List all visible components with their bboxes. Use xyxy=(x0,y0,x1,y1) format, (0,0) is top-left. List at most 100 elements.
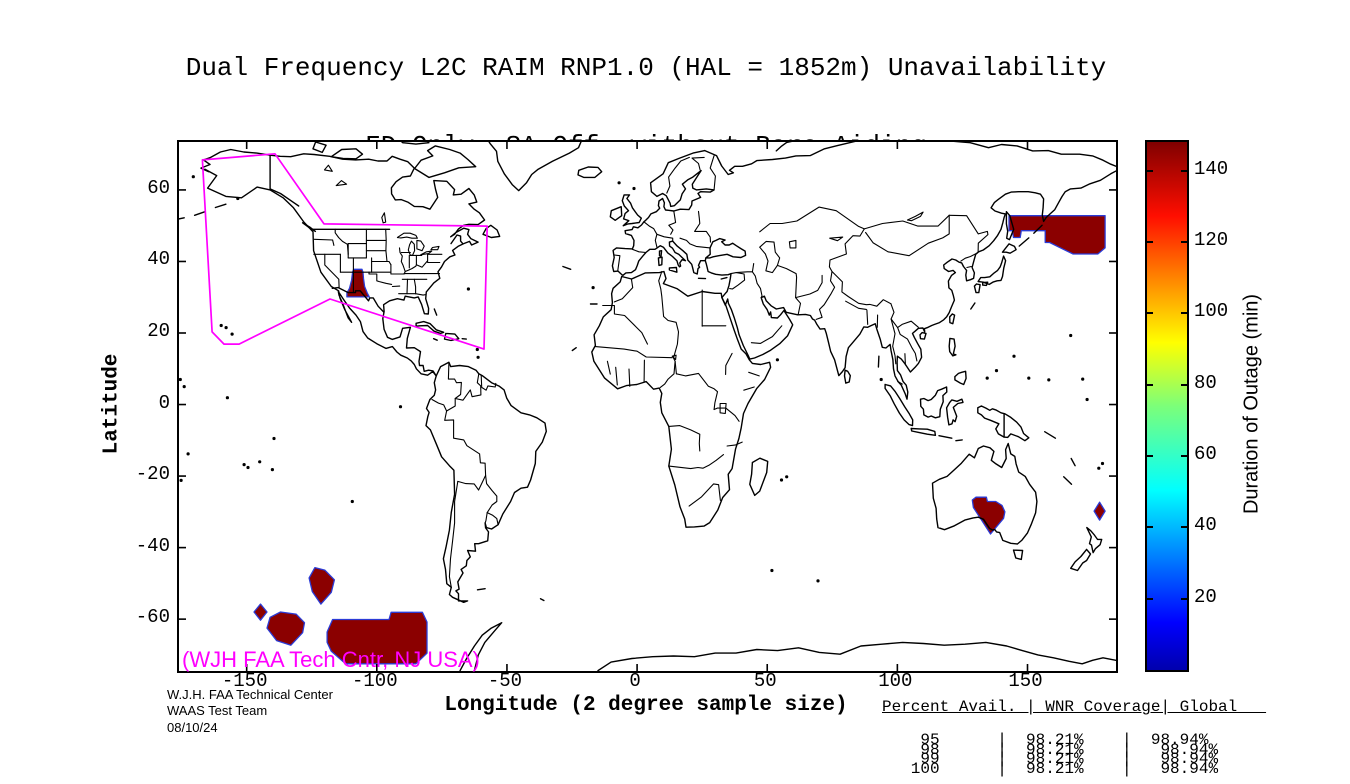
lake-outline xyxy=(382,213,386,223)
us-state-border xyxy=(314,239,332,240)
country-border xyxy=(644,222,657,248)
island-dot xyxy=(271,468,274,471)
availability-table-row: 99 | 98.21% | 98.94% xyxy=(882,755,1266,765)
country-border xyxy=(749,372,760,376)
country-border xyxy=(660,361,675,387)
footer-date: 08/10/24 xyxy=(167,720,333,736)
map-credit-label: (WJH FAA Tech Cntr, NJ USA) xyxy=(182,647,480,673)
coastline xyxy=(974,284,980,293)
colorbar-tick-mark xyxy=(1147,455,1153,457)
country-border xyxy=(731,264,754,274)
country-border xyxy=(680,238,710,248)
availability-table-rows: 95 | 98.21% | 98.94% 98 | 98.21% | 98.94… xyxy=(882,736,1266,774)
coastline xyxy=(658,257,662,265)
island-dot xyxy=(880,378,883,381)
country-border xyxy=(710,156,715,190)
us-state-border xyxy=(335,229,348,254)
country-border xyxy=(832,272,891,307)
island-dot xyxy=(180,479,183,482)
country-border xyxy=(796,275,823,314)
lake-outline xyxy=(336,181,346,186)
colorbar-tick-label: 40 xyxy=(1194,514,1217,536)
colorbar-tick-mark xyxy=(1147,170,1153,172)
country-border xyxy=(752,272,762,298)
x-tick-label: -150 xyxy=(222,670,268,692)
country-border xyxy=(730,273,745,289)
coastline xyxy=(1003,244,1017,253)
availability-table-header: Percent Avail. | WNR Coverage| Global xyxy=(882,703,1266,713)
us-state-border xyxy=(325,254,339,287)
country-border xyxy=(829,229,864,272)
coastline xyxy=(971,303,975,309)
colorbar-tick-mark xyxy=(1147,598,1153,600)
availability-table: Percent Avail. | WNR Coverage| Global 95… xyxy=(882,684,1266,784)
us-state-border xyxy=(428,254,440,262)
country-border xyxy=(481,375,496,390)
colorbar-tick-mark xyxy=(1147,384,1153,386)
coastline xyxy=(541,599,544,601)
country-border xyxy=(632,249,646,252)
country-border xyxy=(867,310,868,324)
map-plot-area xyxy=(177,140,1118,673)
island-dot xyxy=(1047,378,1050,381)
lake-outline xyxy=(830,237,843,241)
us-state-border xyxy=(400,248,406,274)
x-tick-label: -50 xyxy=(488,670,522,692)
country-border xyxy=(432,362,461,411)
coastline xyxy=(933,444,1037,545)
island-dot xyxy=(770,569,773,572)
island-dot xyxy=(1101,462,1104,465)
colorbar xyxy=(1145,140,1189,672)
coastline xyxy=(313,142,326,152)
country-border xyxy=(727,442,742,446)
lake-outline xyxy=(408,241,414,255)
country-border xyxy=(866,215,950,255)
footer-credit-block: W.J.H. FAA Technical Center WAAS Test Te… xyxy=(167,687,333,736)
country-border xyxy=(657,234,673,241)
country-border xyxy=(760,207,865,232)
coastline xyxy=(610,207,621,221)
coastline xyxy=(721,278,727,279)
colorbar-tick-label: 120 xyxy=(1194,229,1228,251)
coastline xyxy=(956,440,962,441)
country-border xyxy=(751,326,781,344)
coastline xyxy=(303,223,316,232)
coastline xyxy=(845,370,851,383)
country-border xyxy=(676,373,717,409)
island-dot xyxy=(226,396,229,399)
coastline xyxy=(939,436,952,439)
country-border xyxy=(669,455,724,469)
island-dot xyxy=(183,385,186,388)
island-dot xyxy=(467,287,470,290)
country-border xyxy=(667,157,690,193)
country-border xyxy=(487,513,498,525)
country-border xyxy=(692,157,704,170)
coastline xyxy=(572,348,576,351)
island-dot xyxy=(1069,334,1072,337)
colorbar-tick-mark xyxy=(1147,526,1153,528)
island-dot xyxy=(258,460,261,463)
y-tick-label: 40 xyxy=(100,248,170,270)
colorbar-tick-mark xyxy=(1181,598,1187,600)
y-tick-label: 20 xyxy=(100,320,170,342)
island-dot xyxy=(780,478,783,481)
outage-region-northeast-asia-pacific xyxy=(1009,216,1105,254)
coastline xyxy=(434,309,436,315)
country-border xyxy=(949,215,988,253)
lake-outline xyxy=(417,240,424,250)
island-dot xyxy=(986,377,989,380)
island-dot xyxy=(1086,398,1089,401)
island-dot xyxy=(1027,377,1030,380)
title-line-1: Dual Frequency L2C RAIM RNP1.0 (HAL = 18… xyxy=(0,55,1292,81)
colorbar-tick-mark xyxy=(1181,312,1187,314)
coastline xyxy=(885,385,913,426)
island-dot xyxy=(477,356,480,359)
x-tick-label: 100 xyxy=(878,670,912,692)
colorbar-tick-label: 100 xyxy=(1194,300,1228,322)
country-border xyxy=(726,353,733,374)
coastline xyxy=(195,212,205,216)
coastline xyxy=(486,142,581,191)
coastline xyxy=(955,371,966,384)
country-border xyxy=(816,272,834,320)
island-dot xyxy=(399,405,402,408)
